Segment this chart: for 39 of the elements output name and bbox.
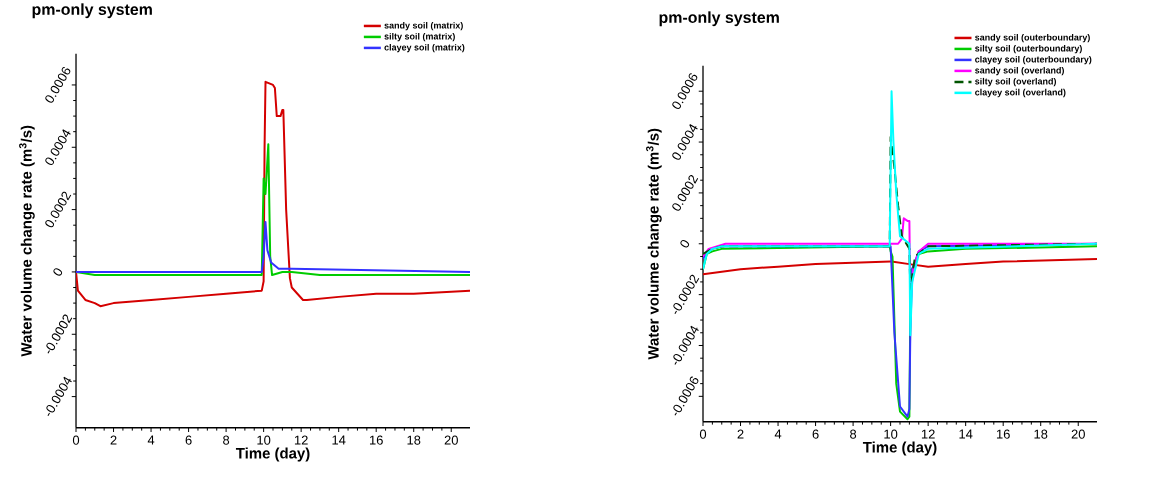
x-tick-label: 0 (72, 435, 80, 445)
legend-label: sandy soil (outerboundary) (975, 34, 1090, 43)
legend-label: sandy soil (overland) (975, 67, 1064, 76)
legend-label: clayey soil (overland) (975, 88, 1066, 98)
x-tick-label: 2 (737, 429, 744, 439)
x-tick-label: 14 (959, 429, 973, 439)
legend-label: silty soil (matrix) (384, 33, 455, 42)
x-tick-label: 0 (699, 429, 707, 439)
y-axis-title: Water volume change rate (m$^{3}$/s) (19, 125, 35, 357)
legend-label: clayey soil (outerboundary) (975, 56, 1092, 65)
x-tick-label: 20 (444, 435, 458, 445)
x-tick-label: 12 (294, 435, 308, 445)
x-tick-label: 18 (407, 435, 421, 445)
legend-label: sandy soil (matrix) (384, 22, 463, 31)
y-tick-label: 0 (680, 240, 690, 248)
x-tick-label: 16 (996, 429, 1010, 439)
x-tick-label: 8 (850, 429, 857, 439)
x-tick-label: 4 (147, 435, 155, 445)
legend-label: silty soil (overland) (975, 77, 1056, 87)
y-axis-title: Water volume change rate (m$^{3}$/s) (646, 128, 662, 360)
x-axis-title: Time (day) (862, 441, 937, 456)
x-tick-label: 12 (921, 429, 935, 439)
x-axis-title: Time (day) (235, 447, 310, 462)
x-tick-label: 4 (774, 429, 782, 439)
x-tick-label: 18 (1034, 429, 1048, 439)
y-tick-label: 0 (53, 268, 63, 276)
x-tick-label: 6 (812, 429, 819, 439)
chart-title: pm-only system (659, 11, 779, 27)
x-tick-label: 10 (257, 435, 271, 445)
x-tick-label: 6 (185, 435, 192, 445)
legend-label: clayey soil (matrix) (384, 44, 465, 53)
x-tick-label: 14 (332, 435, 346, 445)
x-tick-label: 8 (223, 435, 230, 445)
x-tick-label: 20 (1071, 429, 1085, 439)
chart-title: pm-only system (32, 3, 152, 19)
x-tick-label: 10 (884, 429, 898, 439)
x-tick-label: 16 (369, 435, 383, 445)
x-tick-label: 2 (110, 435, 117, 445)
legend-label: silty soil (outerboundary) (975, 45, 1082, 54)
